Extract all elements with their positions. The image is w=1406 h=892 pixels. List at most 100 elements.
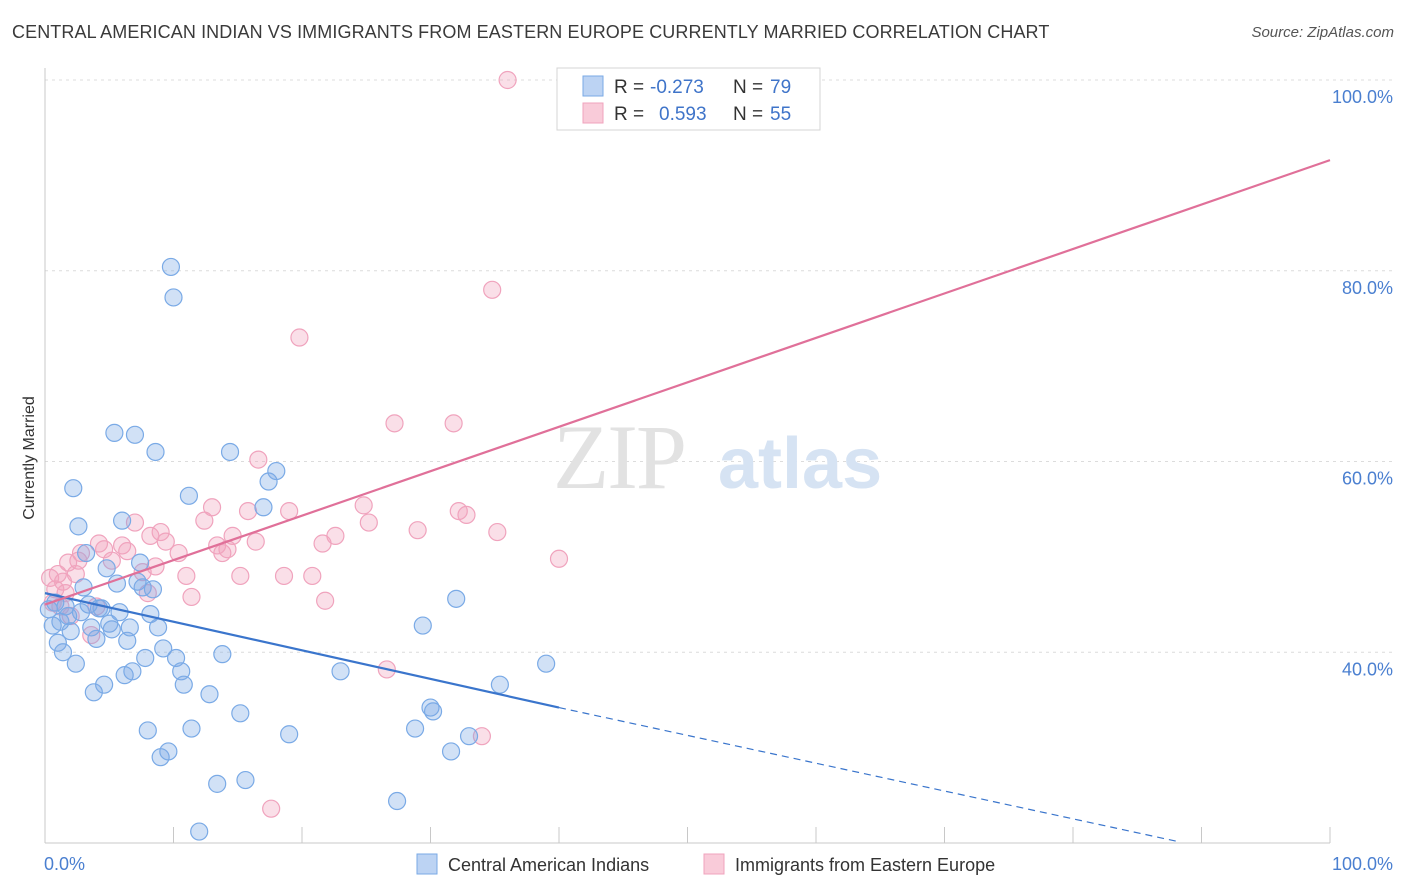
- blue-point-9: [64, 479, 83, 498]
- pink-point-35: [231, 566, 250, 586]
- pink-point-17: [112, 536, 132, 555]
- blue-point-72: [459, 727, 479, 746]
- blue-point-31: [120, 618, 139, 637]
- blue-series-points: [39, 257, 556, 841]
- blue-trend-line: [44, 592, 560, 709]
- bottom-legend-blue-swatch: [416, 853, 438, 875]
- blue-point-51: [179, 486, 199, 505]
- bottom-legend-pink-label: Immigrants from Eastern Europe: [735, 855, 995, 875]
- trend-lines: [44, 159, 1331, 842]
- source-label: Source: ZipAtlas.com: [1251, 24, 1394, 41]
- blue-point-74: [537, 654, 556, 673]
- bottom-legend-blue-label: Central American Indians: [448, 855, 649, 875]
- blue-point-64: [331, 662, 350, 681]
- pink-point-60: [262, 799, 281, 818]
- watermark: ZIP atlas: [553, 406, 882, 508]
- blue-point-65: [387, 791, 407, 811]
- y-tick-label-0: 40.0%: [1342, 659, 1393, 679]
- blue-point-37: [136, 648, 155, 668]
- y-axis-label: Currently Married: [21, 396, 38, 520]
- y-tick-label-2: 80.0%: [1342, 278, 1393, 298]
- blue-point-5: [53, 643, 73, 662]
- correlation-legend: R = -0.273 N = 79 R = 0.593 N = 55: [556, 67, 821, 131]
- blue-point-44: [154, 639, 173, 658]
- x-tick-label-1: 100.0%: [1332, 854, 1393, 874]
- blue-point-30: [118, 631, 137, 650]
- pink-series-points: [41, 70, 695, 818]
- legend-r-label-2: R =: [614, 104, 644, 125]
- pink-point-9: [66, 564, 85, 584]
- blue-point-32: [123, 662, 142, 681]
- y-tick-label-1: 60.0%: [1342, 469, 1393, 489]
- blue-point-11: [69, 517, 88, 536]
- blue-point-54: [200, 685, 219, 704]
- legend-r-label-1: R =: [614, 77, 644, 98]
- chart-title: CENTRAL AMERICAN INDIAN VS IMMIGRANTS FR…: [12, 22, 1050, 42]
- y-tick-labels: 40.0% 60.0% 80.0% 100.0%: [1332, 87, 1393, 679]
- pink-point-55: [483, 280, 502, 299]
- blue-point-33: [125, 425, 145, 444]
- pink-point-30: [202, 498, 222, 517]
- axes: [44, 68, 1331, 844]
- pink-point-41: [290, 328, 309, 347]
- pink-point-11: [71, 543, 91, 563]
- blue-point-8: [61, 622, 80, 641]
- pink-point-56: [488, 522, 507, 542]
- watermark-zip: ZIP: [553, 406, 685, 508]
- pink-point-53: [457, 505, 476, 525]
- watermark-atlas: atlas: [718, 424, 882, 504]
- legend-r-value-1: -0.273: [650, 77, 704, 98]
- pink-point-57: [498, 70, 517, 90]
- pink-point-42: [303, 566, 322, 586]
- pink-point-46: [354, 496, 373, 515]
- blue-trend-extension: [558, 706, 1176, 842]
- blue-point-16: [82, 618, 101, 637]
- y-tick-label-3: 100.0%: [1332, 87, 1393, 107]
- legend-n-label-1: N =: [733, 77, 763, 98]
- pink-point-36: [238, 501, 258, 521]
- legend-n-value-2: 55: [770, 104, 791, 125]
- blue-point-41: [146, 442, 165, 462]
- blue-point-48: [166, 648, 186, 668]
- legend-pink-swatch: [582, 102, 604, 124]
- blue-point-21: [95, 675, 114, 694]
- blue-point-62: [267, 461, 286, 481]
- series-legend: Central American Indians Immigrants from…: [416, 853, 995, 875]
- pink-point-37: [246, 532, 265, 551]
- pink-point-50: [408, 521, 427, 540]
- pink-point-51: [444, 414, 463, 433]
- blue-point-28: [112, 511, 132, 530]
- pink-point-47: [359, 513, 378, 532]
- blue-point-22: [97, 559, 116, 578]
- gridlines: [45, 79, 1392, 653]
- blue-point-20: [92, 599, 111, 618]
- blue-point-24: [102, 620, 121, 639]
- blue-point-52: [182, 719, 201, 738]
- blue-point-25: [105, 423, 124, 442]
- blue-point-12: [71, 603, 91, 622]
- blue-point-57: [220, 442, 240, 462]
- legend-r-value-2: 0.593: [659, 104, 707, 125]
- blue-point-38: [138, 721, 157, 740]
- blue-point-45: [159, 742, 178, 761]
- pink-point-39: [274, 566, 294, 586]
- pink-point-14: [89, 534, 109, 553]
- blue-point-27: [110, 603, 129, 622]
- blue-point-17: [84, 683, 103, 702]
- pink-point-44: [316, 591, 335, 610]
- blue-point-58: [231, 704, 250, 723]
- blue-point-3: [48, 633, 67, 652]
- blue-point-49: [172, 662, 191, 681]
- blue-point-73: [490, 675, 509, 694]
- blue-point-67: [413, 616, 432, 635]
- blue-point-66: [405, 719, 425, 738]
- pink-point-27: [177, 566, 196, 586]
- blue-point-71: [447, 589, 466, 608]
- pink-point-18: [118, 542, 137, 561]
- x-tick-label-0: 0.0%: [44, 854, 85, 874]
- blue-point-18: [87, 629, 106, 648]
- blue-point-46: [161, 257, 181, 277]
- bottom-legend-pink-swatch: [703, 853, 725, 875]
- blue-point-14: [77, 543, 96, 563]
- pink-point-29: [195, 511, 214, 530]
